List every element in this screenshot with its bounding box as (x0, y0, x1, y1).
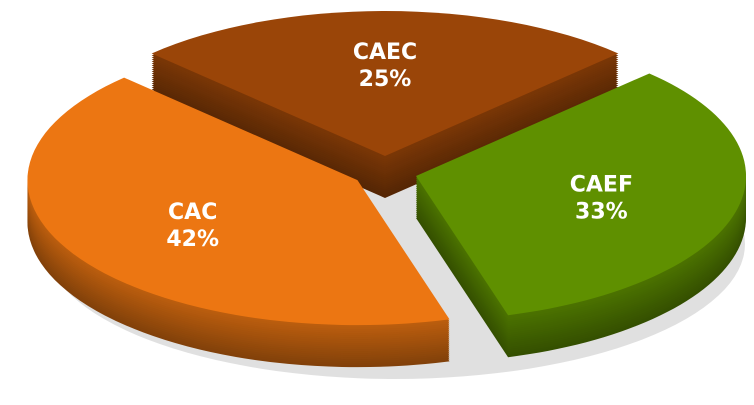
slice-top (415, 73, 746, 316)
slice-value-label: 42% (166, 227, 219, 252)
slice-top (27, 77, 450, 326)
slice-label: CAEC (353, 40, 417, 65)
slice-label: CAC (168, 200, 217, 225)
slice-value-label: 25% (359, 67, 412, 92)
slice (415, 73, 746, 358)
slice (27, 77, 450, 368)
slice-label: CAEF (570, 172, 633, 197)
slice (151, 11, 619, 199)
slice-top (151, 11, 619, 156)
slice-value-label: 33% (575, 199, 628, 224)
